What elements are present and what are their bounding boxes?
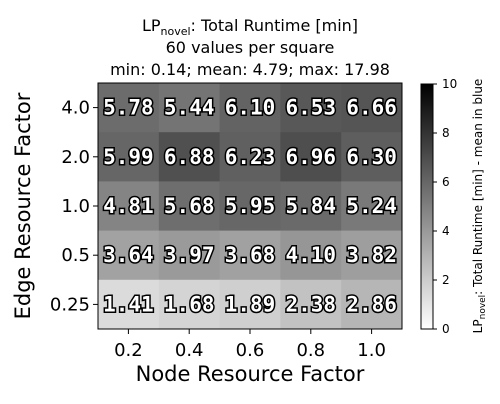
heatmap-cell-label: 2.38	[286, 292, 337, 316]
heatmap-cell	[341, 230, 403, 281]
y-tick-label: 0.5	[61, 245, 90, 266]
heatmap-cell-label: 5.68	[164, 194, 215, 218]
colorbar-tick-label: 6	[442, 175, 450, 189]
x-axis-ticks: 0.2 0.4 0.6 0.8 1.0	[114, 329, 386, 361]
heatmap-cell	[98, 279, 160, 330]
heatmap-cell-label: 5.99	[103, 145, 154, 169]
heatmap-cell	[280, 279, 342, 330]
heatmap-cell	[219, 181, 281, 232]
chart-title: LPnovel: Total Runtime [min]	[142, 16, 358, 38]
heatmap-cell-label: 6.66	[346, 96, 397, 120]
heatmap-cell-label: 5.95	[225, 194, 276, 218]
colorbar-tick-label: 2	[442, 273, 450, 287]
heatmap-cell-label: 3.97	[164, 243, 215, 267]
colorbar-label-prefix: LP	[471, 319, 485, 333]
heatmap-cells	[98, 83, 403, 330]
heatmap-cell	[158, 83, 221, 133]
heatmap-cell	[158, 132, 221, 182]
heatmap-cell	[158, 230, 221, 281]
heatmap-cell-label: 1.41	[103, 292, 154, 316]
x-axis-label: Node Resource Factor	[136, 362, 365, 386]
heatmap-cell-label: 6.10	[225, 96, 276, 120]
heatmap-cell	[158, 181, 221, 232]
heatmap-cell-label: 4.81	[103, 194, 154, 218]
x-tick-label: 0.8	[296, 340, 325, 361]
title-prefix: LP	[142, 16, 161, 35]
colorbar-label-subscript: novel	[478, 295, 488, 320]
y-tick-label: 4.0	[61, 98, 90, 119]
heatmap-cell-label: 6.88	[164, 145, 215, 169]
heatmap-cell-label: 3.64	[103, 243, 154, 267]
heatmap-cell	[219, 83, 281, 133]
y-axis-ticks: 4.0 2.0 1.0 0.5 0.25	[50, 98, 98, 315]
heatmap-cell	[280, 230, 342, 281]
heatmap-cell-label: 5.24	[346, 194, 397, 218]
colorbar-tick-label: 4	[442, 224, 450, 238]
x-tick-label: 0.4	[175, 340, 204, 361]
y-axis-label: Edge Resource Factor	[11, 92, 35, 319]
heatmap-cell-label: 6.96	[286, 145, 337, 169]
colorbar-tick-label: 8	[442, 126, 450, 140]
heatmap-cell-label: 6.53	[286, 96, 337, 120]
y-tick-label: 2.0	[61, 147, 90, 168]
heatmap-cell-label: 1.68	[164, 292, 215, 316]
heatmap-cell-label: 3.68	[225, 243, 276, 267]
colorbar-tick-label: 0	[442, 322, 450, 336]
x-tick-label: 1.0	[357, 340, 386, 361]
colorbar-ticks: 0 2 4 6 8 10	[433, 77, 457, 336]
title-subscript: novel	[161, 25, 191, 38]
heatmap-cell-label: 5.44	[164, 96, 215, 120]
heatmap-cell-label: 5.84	[286, 194, 337, 218]
heatmap-cell	[341, 132, 403, 182]
title-suffix: : Total Runtime [min]	[191, 16, 359, 35]
x-tick-label: 0.6	[236, 340, 265, 361]
heatmap-cell	[280, 181, 342, 232]
heatmap-cell	[98, 230, 160, 281]
colorbar	[420, 83, 434, 330]
y-tick-label: 0.25	[50, 294, 90, 315]
heatmap-cell	[98, 132, 160, 182]
heatmap-cell-label: 1.89	[225, 292, 276, 316]
heatmap-cell	[219, 132, 281, 182]
colorbar-tick-label: 10	[442, 77, 457, 91]
chart-subtitle: 60 values per square	[166, 38, 335, 57]
heatmap-cell	[280, 83, 342, 133]
heatmap-cell-label: 2.86	[346, 292, 397, 316]
heatmap-cell	[280, 132, 342, 182]
heatmap-cell-label: 5.78	[103, 96, 154, 120]
heatmap-cell	[98, 83, 160, 133]
heatmap-cell	[341, 181, 403, 232]
heatmap-cell-label: 4.10	[286, 243, 337, 267]
heatmap-cell-labels: 5.78 5.44 6.10 6.53 6.66 5.99 6.88 6.23 6.96 6.30…	[102, 94, 399, 318]
heatmap-cell	[98, 181, 160, 232]
heatmap-cell-label: 6.30	[346, 145, 397, 169]
heatmap-cell	[341, 279, 403, 330]
heatmap-cell-label: 6.23	[225, 145, 276, 169]
heatmap-cell	[219, 279, 281, 330]
x-tick-label: 0.2	[114, 340, 143, 361]
heatmap-cell	[158, 279, 221, 330]
y-tick-label: 1.0	[61, 196, 90, 217]
heatmap-cell	[219, 230, 281, 281]
chart-stats: min: 0.14; mean: 4.79; max: 17.98	[110, 60, 390, 79]
heatmap-cell-label: 3.82	[346, 243, 397, 267]
heatmap-cell	[341, 83, 403, 133]
colorbar-label-suffix: : Total Runtime [min] - mean in blue	[471, 79, 485, 295]
colorbar-label: LPnovel: Total Runtime [min] - mean in b…	[471, 79, 488, 334]
